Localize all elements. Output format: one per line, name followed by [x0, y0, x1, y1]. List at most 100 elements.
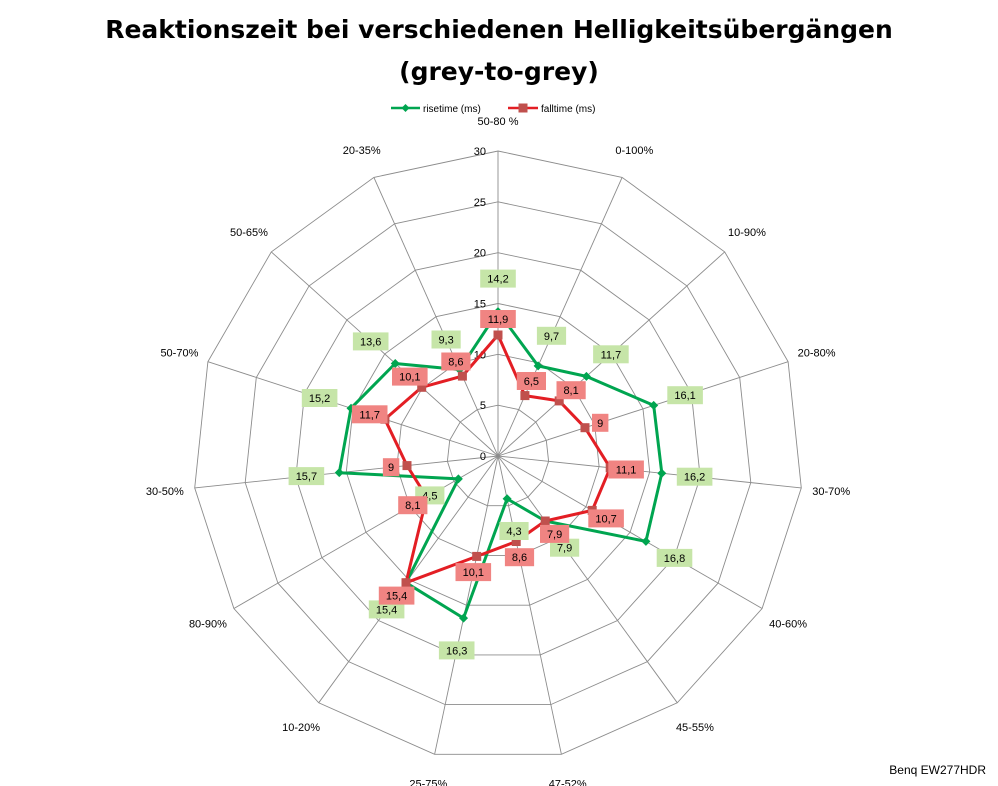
tick-label-1: 5 — [480, 400, 486, 412]
series-1-label-bg-14 — [441, 352, 471, 371]
series-1-label-bg-0 — [480, 310, 516, 328]
tick-label-6: 30 — [474, 146, 486, 158]
series-1-data-label-11: 9 — [388, 462, 394, 474]
series-0-data-label-4: 16,2 — [684, 472, 705, 484]
series-0-label-bg-1 — [536, 326, 567, 345]
category-label-2: 10-90% — [728, 227, 766, 239]
series-0-label-bg-6 — [550, 538, 580, 557]
series-1-data-label-8: 10,1 — [463, 567, 484, 579]
grid-ring-3 — [345, 303, 651, 606]
legend-risetime-label: risetime (ms) — [423, 104, 481, 115]
series-1-marker-3 — [580, 423, 590, 433]
grid-spoke-3 — [497, 361, 789, 457]
category-label-9: 10-20% — [282, 722, 320, 734]
grid-ring-5 — [244, 201, 752, 706]
series-0-data-label-14: 9,3 — [438, 335, 453, 347]
category-label-7: 47-52% — [549, 779, 587, 786]
series-1-data-label-5: 10,7 — [595, 513, 616, 525]
category-label-12: 50-70% — [160, 348, 198, 360]
series-0-label-bg-11 — [288, 467, 325, 486]
grid-ring-1 — [446, 404, 550, 507]
series-1-label-bg-13 — [392, 367, 428, 386]
series-1-marker-13 — [417, 382, 427, 392]
series-0-marker-11 — [334, 468, 344, 478]
data-labels: 14,29,711,716,116,216,87,94,316,315,44,5… — [288, 269, 713, 660]
series-0-marker-4 — [657, 468, 667, 478]
category-label-8: 25-75% — [409, 779, 447, 786]
series-1-data-label-6: 7,9 — [547, 529, 562, 541]
grid-spoke-10 — [233, 455, 499, 609]
series-0-label-bg-4 — [676, 467, 713, 486]
series-0-label-bg-5 — [656, 548, 693, 567]
series-line-1 — [383, 333, 612, 585]
series-1-label-bg-1 — [516, 372, 546, 390]
series-0-marker-1 — [533, 361, 543, 371]
series-1-label-bg-10 — [398, 496, 428, 515]
series-1-marker-14 — [457, 371, 467, 381]
series-1-marker-1 — [520, 391, 530, 401]
series-1-label-bg-9 — [378, 586, 415, 605]
category-label-0: 50-80 % — [478, 116, 519, 128]
series-1-data-label-3: 9 — [597, 418, 603, 430]
series-1-data-label-0: 11,9 — [488, 314, 509, 326]
series-1-data-label-9: 15,4 — [386, 591, 407, 603]
series-1-marker-6 — [540, 516, 550, 526]
category-label-3: 20-80% — [798, 348, 836, 360]
series-0-data-label-3: 16,1 — [674, 390, 695, 402]
series-1-marker-0 — [493, 330, 503, 340]
grid-ring-4 — [295, 252, 701, 656]
tick-label-3: 15 — [474, 299, 486, 311]
series-0-label-bg-0 — [480, 269, 516, 288]
series-0-data-label-12: 15,2 — [309, 393, 330, 405]
series-lines — [337, 310, 664, 620]
series-1-marker-11 — [402, 461, 412, 471]
series-line-0 — [337, 310, 664, 620]
series-1-label-bg-11 — [382, 458, 400, 477]
series-1-label-bg-6 — [540, 524, 570, 543]
series-0-label-bg-12 — [301, 389, 338, 407]
category-label-10: 80-90% — [189, 619, 227, 631]
category-label-5: 40-60% — [769, 619, 807, 631]
chart-title: Reaktionszeit bei verschiedenen Helligke… — [105, 15, 893, 44]
series-1-data-label-4: 11,1 — [616, 465, 637, 477]
series-0-marker-10 — [453, 474, 463, 484]
grid-spoke-8 — [434, 455, 499, 755]
tick-label-5: 25 — [474, 197, 486, 209]
category-label-6: 45-55% — [676, 722, 714, 734]
series-1-data-label-7: 8,6 — [512, 552, 527, 564]
category-label-14: 20-35% — [343, 145, 381, 157]
series-1-data-label-13: 10,1 — [399, 372, 420, 384]
series-0-marker-13 — [390, 358, 400, 368]
category-label-1: 0-100% — [615, 145, 653, 157]
series-1-label-bg-3 — [592, 413, 609, 432]
series-0-data-label-9: 15,4 — [376, 604, 397, 616]
category-label-13: 50-65% — [230, 227, 268, 239]
category-labels: 50-80 % 0-100% 10-90% 20-80% 30-70% 40-60% 45-… — [146, 116, 851, 786]
category-label-11: 30-50% — [146, 486, 184, 498]
series-1-label-bg-2 — [556, 381, 586, 400]
series-1-label-bg-4 — [608, 460, 644, 479]
tick-label-0: 0 — [480, 451, 486, 463]
series-0-label-bg-14 — [431, 330, 461, 349]
legend: risetime (ms) falltime (ms) — [391, 103, 595, 115]
series-0-data-label-2: 11,7 — [601, 349, 622, 361]
series-1-data-label-12: 11,7 — [359, 409, 380, 421]
grid-ring-6 — [194, 150, 802, 755]
series-0-marker-7 — [502, 494, 512, 504]
monitor-model-label: Benq EW277HDR — [889, 763, 986, 777]
series-0-marker-5 — [641, 536, 651, 546]
series-1-label-bg-12 — [351, 405, 388, 424]
grid-spoke-1 — [497, 177, 623, 457]
series-0-data-label-7: 4,3 — [506, 526, 521, 538]
series-0-label-bg-13 — [352, 332, 389, 351]
series-1-label-bg-8 — [455, 563, 492, 582]
tick-label-4: 20 — [474, 248, 486, 260]
grid-ring-2 — [396, 353, 600, 556]
series-1-data-label-2: 8,1 — [563, 385, 578, 397]
series-0-marker-8 — [459, 613, 469, 623]
grid-spoke-5 — [497, 455, 763, 609]
grid-spoke-6 — [497, 455, 678, 704]
series-1-data-label-14: 8,6 — [448, 357, 463, 369]
series-1-marker-8 — [472, 551, 482, 561]
